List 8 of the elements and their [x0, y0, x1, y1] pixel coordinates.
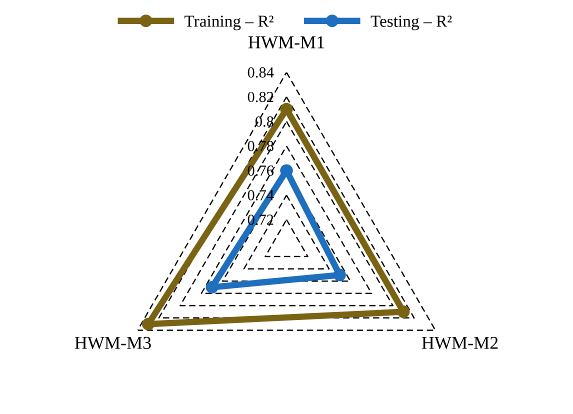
legend-label: Training – R²	[184, 16, 274, 30]
spoke-label: HWM-M2	[422, 336, 498, 350]
y-tick-label: 0.82	[248, 92, 274, 102]
y-tick-label: 0.8	[255, 116, 274, 127]
spoke-label: HWM-M3	[74, 336, 151, 350]
y-tick-label: 0.84	[248, 67, 274, 78]
legend-label: Testing – R²	[370, 16, 452, 30]
spoke-label: HWM-M1	[248, 36, 324, 49]
